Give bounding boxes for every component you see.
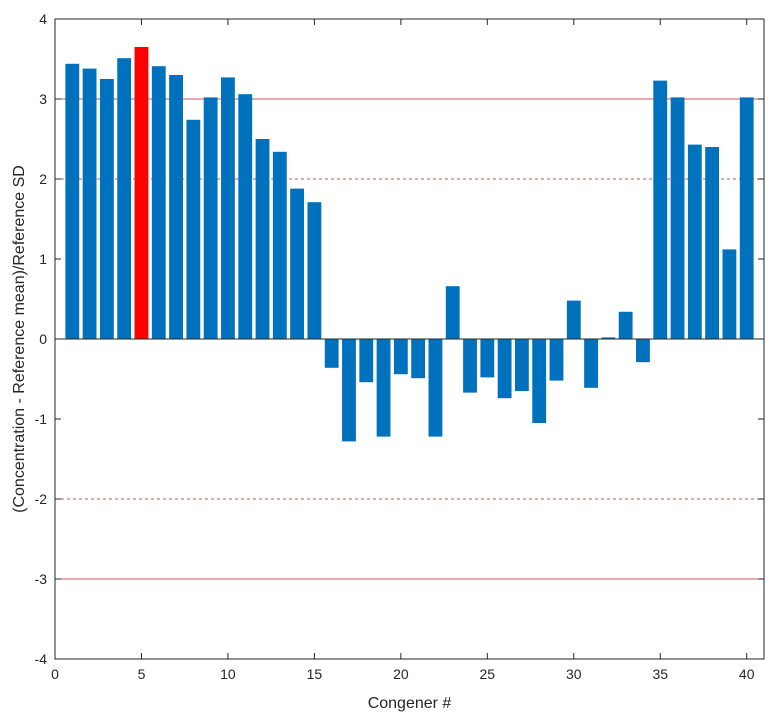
bar [82,68,97,339]
bar [359,339,374,383]
x-tick-label: 10 [220,666,236,682]
y-tick-label: 1 [39,251,47,267]
x-tick-label: 30 [566,666,582,682]
highlighted-bar [134,47,149,339]
x-tick-label: 20 [393,666,409,682]
x-tick-label: 5 [138,666,146,682]
y-tick-label: -1 [35,411,48,427]
bar [549,339,564,381]
bar [324,339,339,368]
bar [739,97,754,340]
bar [169,75,183,339]
y-tick-label: -3 [35,571,48,587]
y-tick-label: -2 [35,491,48,507]
bar [687,144,702,339]
x-tick-label: 35 [652,666,668,682]
bar [307,202,322,339]
bar [705,147,720,339]
bar [514,339,529,391]
bar [272,151,287,339]
y-tick-label: 2 [39,171,47,187]
bar [566,300,581,339]
bar [290,188,305,339]
x-tick-label: 0 [51,666,59,682]
bar [203,97,218,340]
bars [65,47,754,442]
bar [238,94,253,339]
y-tick-label: 3 [39,91,47,107]
bar [376,339,391,437]
x-axis-ticks: 0 5 10 15 20 25 30 35 40 [51,19,755,682]
bar [342,339,356,442]
bar [636,339,650,363]
bar [65,63,80,340]
bar [497,339,512,399]
bar [463,339,477,393]
bar [584,339,598,388]
bar [186,119,201,339]
y-tick-label: 4 [39,11,47,27]
x-axis-label: Congener # [368,695,452,712]
y-axis-label: (Concentration - Reference mean)/Referen… [11,165,28,513]
bar [428,339,443,437]
bar [670,97,685,340]
bar [601,337,616,339]
bar [722,249,737,339]
bar [532,339,547,423]
bar [393,339,408,375]
bar [480,339,495,378]
bar [653,80,668,339]
x-tick-label: 15 [307,666,323,682]
bar [255,139,270,339]
bar [117,58,132,339]
y-tick-label: 0 [39,331,47,347]
bar [151,66,166,339]
bar [99,79,114,339]
bar [221,77,235,340]
y-tick-label: -4 [35,651,48,667]
bar [445,286,460,339]
bar [411,339,426,379]
bar [618,311,633,339]
x-tick-label: 25 [480,666,496,682]
x-tick-label: 40 [739,666,755,682]
y-axis-ticks: -4 -3 -2 -1 0 1 2 3 4 [35,11,764,667]
